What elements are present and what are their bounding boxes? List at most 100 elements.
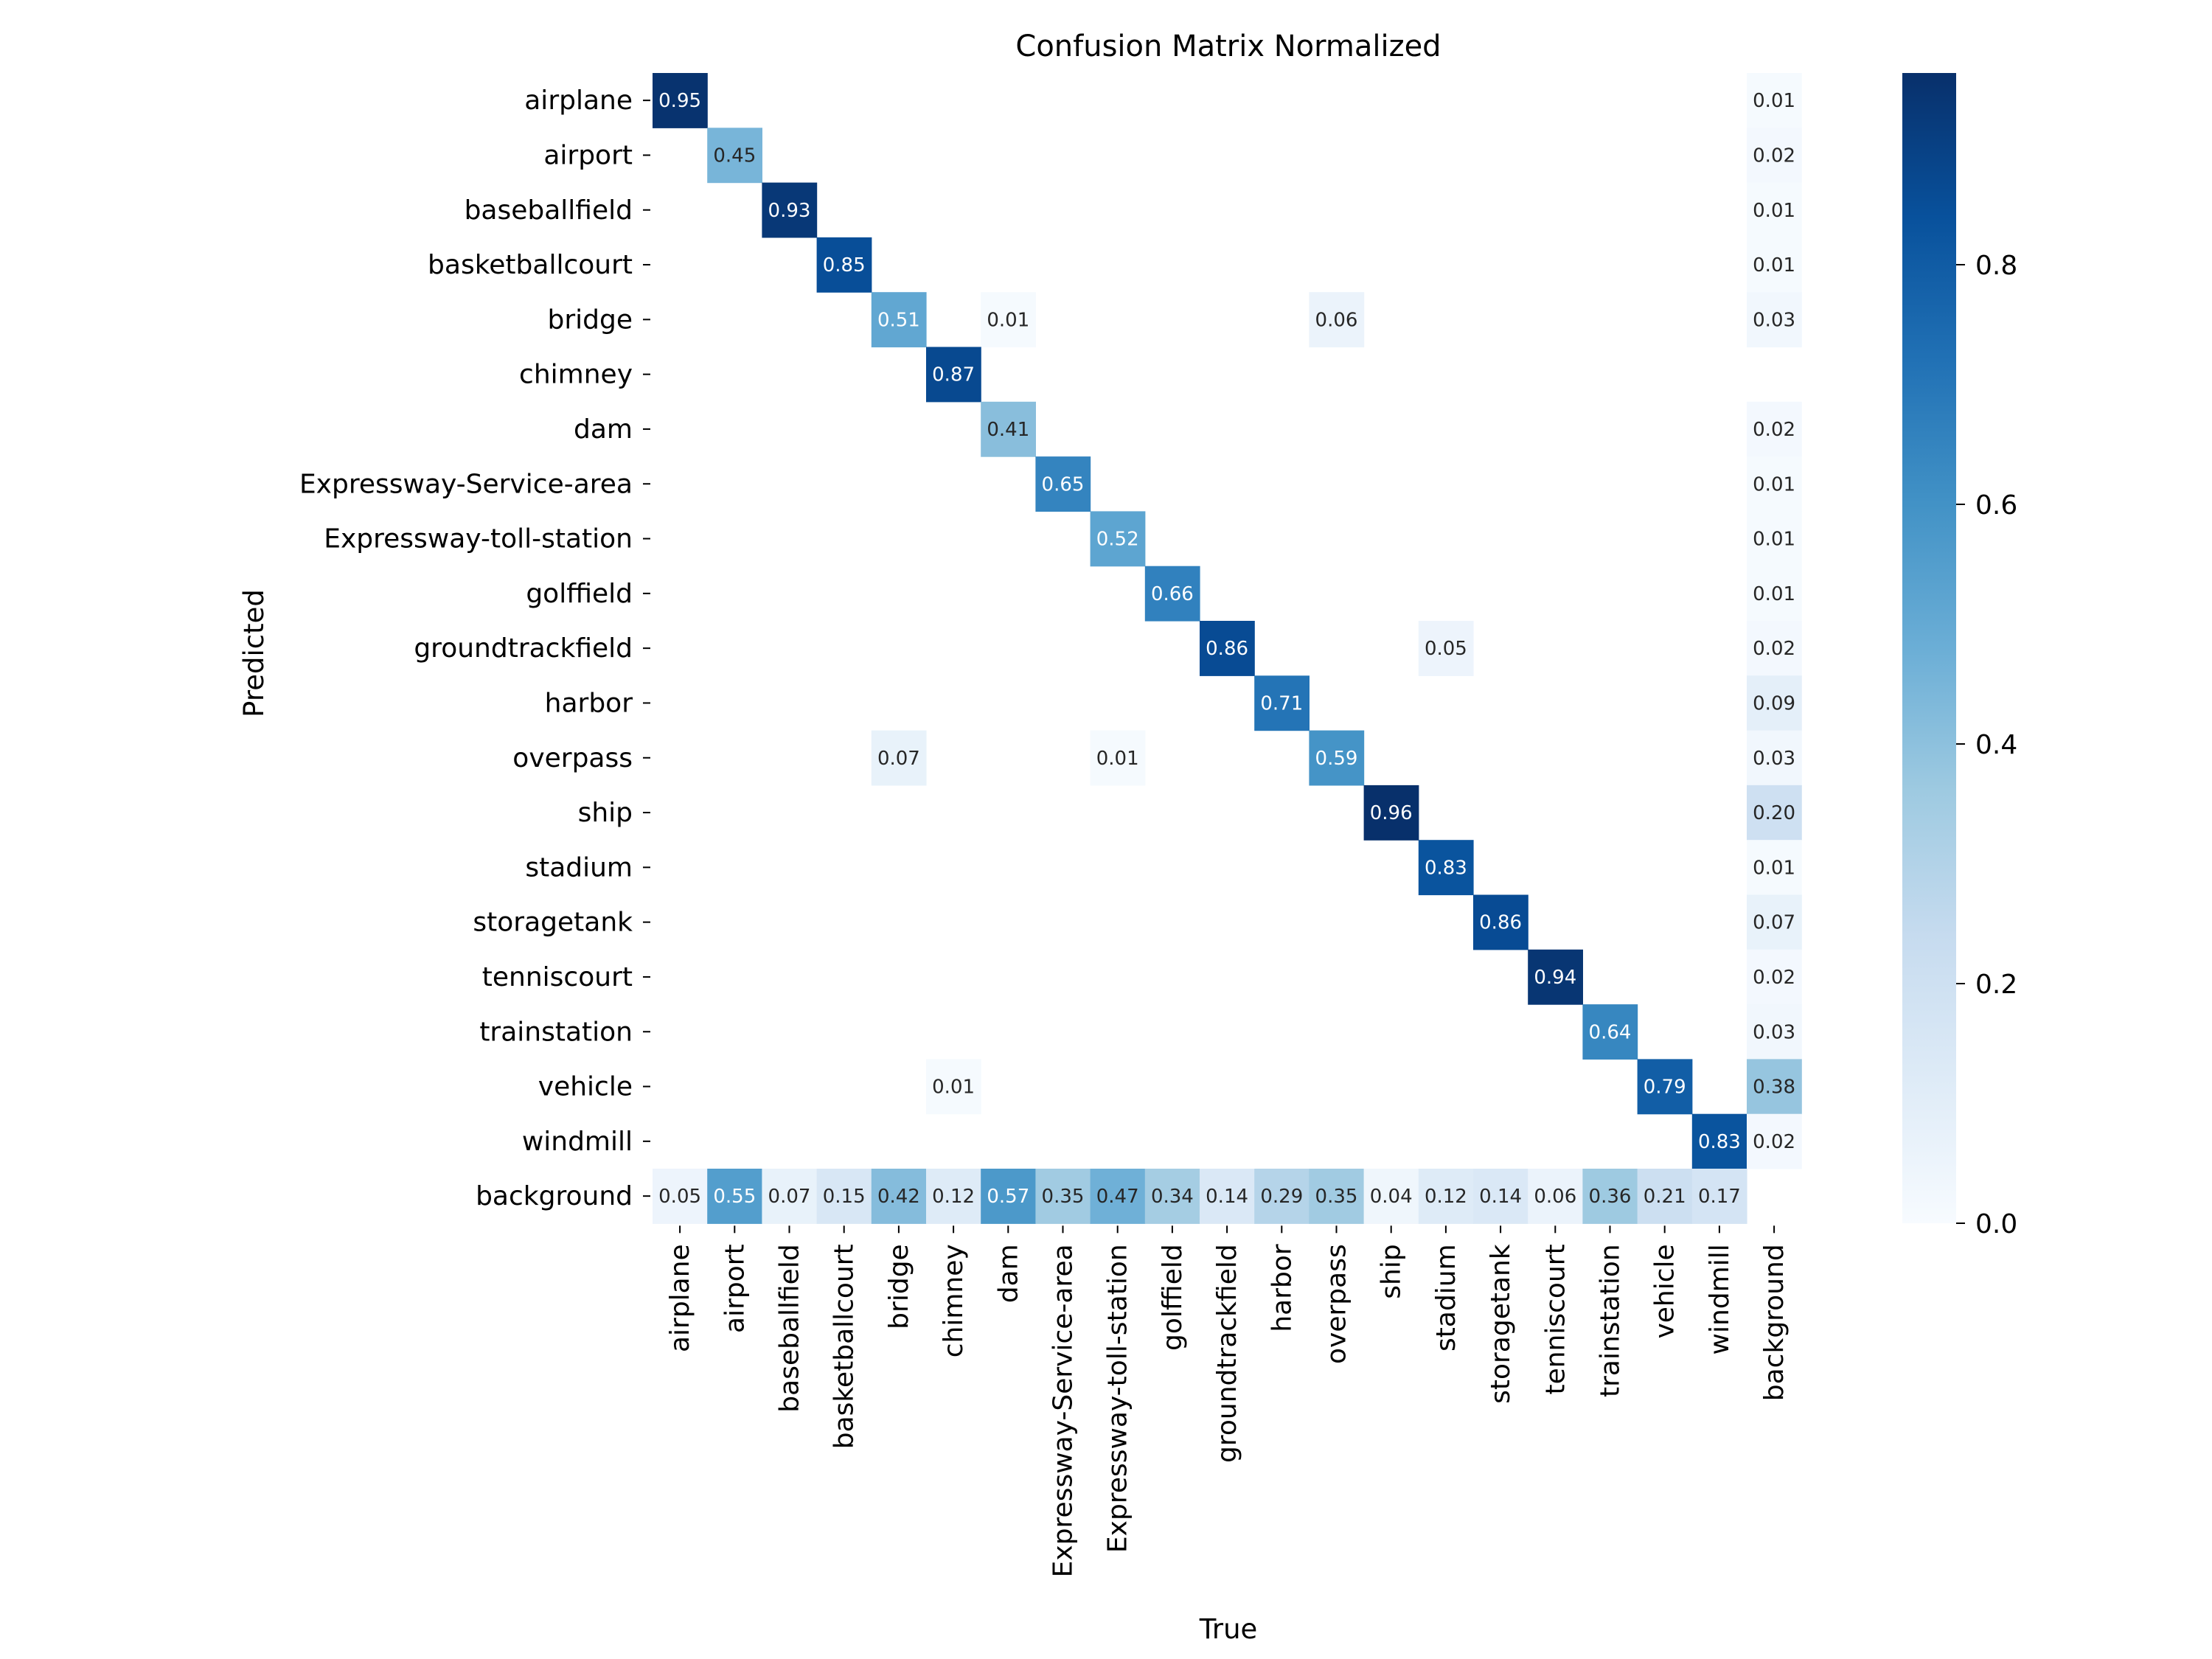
heatmap-cell	[1747, 237, 1802, 293]
heatmap-cell	[762, 1169, 818, 1224]
y-tick-label: storagetank	[473, 908, 633, 938]
y-tick-label: basketballcourt	[428, 250, 633, 280]
cell-value-label: 0.57	[987, 1186, 1029, 1208]
heatmap-cell	[1747, 1004, 1802, 1060]
cell-value-label: 0.03	[1753, 1021, 1795, 1043]
cell-value-label: 0.07	[768, 1186, 811, 1208]
cell-value-label: 0.05	[658, 1186, 701, 1208]
cell-value-label: 0.95	[658, 90, 701, 112]
heatmap-cell	[926, 1169, 981, 1224]
heatmap-cells: 0.95 0.01 0.45 0.02 0.93 0.01 0.85 0.01 0.51 0.01…	[653, 73, 1802, 1224]
heatmap-cell	[1473, 894, 1528, 950]
heatmap-cell	[1418, 621, 1474, 676]
x-axis-label: True	[1199, 1613, 1258, 1645]
heatmap-cell	[1747, 785, 1802, 841]
y-tick-label: airplane	[524, 86, 633, 116]
x-tick-label: overpass	[1322, 1244, 1352, 1364]
heatmap-cell	[1747, 292, 1802, 348]
heatmap-cell	[1090, 1169, 1146, 1224]
heatmap-cell	[1747, 511, 1802, 567]
y-axis-label: Predicted	[238, 589, 270, 717]
heatmap-cell	[981, 292, 1036, 348]
y-tick-label: airport	[543, 140, 633, 170]
cell-value-label: 0.86	[1479, 912, 1522, 934]
cell-value-label: 0.79	[1644, 1077, 1686, 1099]
cell-value-label: 0.65	[1042, 473, 1085, 495]
x-tick-label: baseballfield	[775, 1244, 805, 1412]
heatmap-cell	[1747, 128, 1802, 184]
cell-value-label: 0.01	[1753, 254, 1795, 276]
x-tick-label: groundtrackfield	[1212, 1244, 1242, 1463]
heatmap-cell	[1363, 1169, 1419, 1224]
heatmap-cell	[653, 73, 708, 128]
x-tick-label: tenniscourt	[1540, 1244, 1571, 1394]
heatmap-cell	[1254, 1169, 1310, 1224]
y-tick-label: Expressway-Service-area	[299, 469, 633, 499]
cell-value-label: 0.38	[1753, 1077, 1795, 1099]
heatmap-cell	[1747, 621, 1802, 676]
cell-value-label: 0.36	[1589, 1186, 1632, 1208]
heatmap-cell	[1747, 456, 1802, 512]
heatmap-cell	[1528, 1169, 1583, 1224]
cell-value-label: 0.96	[1370, 802, 1413, 824]
cell-value-label: 0.01	[1753, 473, 1795, 495]
cell-value-label: 0.86	[1206, 638, 1248, 660]
heatmap-cell	[1528, 949, 1583, 1005]
cell-value-label: 0.01	[1753, 200, 1795, 222]
colorbar-ticks: 0.0 0.2 0.4 0.6 0.8	[1956, 251, 2017, 1239]
heatmap-cell	[981, 401, 1036, 457]
y-tick-label: harbor	[545, 688, 633, 718]
heatmap-cell	[926, 347, 981, 403]
cell-value-label: 0.07	[1753, 912, 1795, 934]
y-tick-label: tenniscourt	[482, 962, 633, 992]
cell-value-label: 0.14	[1206, 1186, 1248, 1208]
heatmap-cell	[1144, 1169, 1200, 1224]
cell-value-label: 0.02	[1753, 638, 1795, 660]
colorbar-tick-label: 0.8	[1975, 251, 2017, 281]
y-tick-label: windmill	[522, 1127, 633, 1157]
heatmap-cell	[1691, 1169, 1747, 1224]
x-tick-label: Expressway-Service-area	[1048, 1244, 1079, 1577]
cell-value-label: 0.07	[877, 748, 920, 770]
heatmap-cell	[1637, 1169, 1693, 1224]
cell-value-label: 0.71	[1260, 692, 1303, 714]
heatmap-cell	[1035, 456, 1091, 512]
heatmap-cell	[1747, 894, 1802, 950]
y-tick-label: vehicle	[538, 1072, 633, 1102]
heatmap-cell	[1747, 949, 1802, 1005]
colorbar-tick-label: 0.6	[1975, 490, 2017, 521]
cell-value-label: 0.15	[823, 1186, 866, 1208]
heatmap-cell	[926, 1059, 981, 1115]
x-tick-label: golffield	[1158, 1244, 1188, 1351]
colorbar	[1902, 73, 1956, 1223]
colorbar-tick-label: 0.4	[1975, 730, 2017, 760]
y-tick-label: Expressway-toll-station	[324, 524, 633, 554]
cell-value-label: 0.14	[1479, 1186, 1522, 1208]
cell-value-label: 0.29	[1260, 1186, 1303, 1208]
cell-value-label: 0.02	[1753, 967, 1795, 989]
x-tick-label: basketballcourt	[830, 1244, 860, 1449]
colorbar-tick-label: 0.2	[1975, 970, 2017, 1000]
cell-value-label: 0.02	[1753, 1131, 1795, 1153]
cell-value-label: 0.85	[823, 254, 866, 276]
chart-title: Confusion Matrix Normalized	[1015, 29, 1441, 63]
cell-value-label: 0.05	[1425, 638, 1467, 660]
cell-value-label: 0.01	[1753, 583, 1795, 605]
x-tick-label: windmill	[1705, 1244, 1735, 1354]
cell-value-label: 0.03	[1753, 748, 1795, 770]
cell-value-label: 0.87	[932, 364, 975, 386]
x-tick-labels: airplane airport baseballfield basketballco…	[665, 1225, 1790, 1577]
heatmap-cell	[1747, 730, 1802, 786]
cell-value-label: 0.93	[768, 200, 811, 222]
cell-value-label: 0.09	[1753, 692, 1795, 714]
heatmap-cell	[1747, 1059, 1802, 1115]
x-tick-label: airplane	[665, 1244, 695, 1352]
x-tick-label: vehicle	[1650, 1244, 1680, 1338]
cell-value-label: 0.12	[1425, 1186, 1467, 1208]
heatmap-cell	[1363, 785, 1419, 841]
x-tick-label: stadium	[1431, 1244, 1461, 1352]
heatmap-cell	[1418, 840, 1474, 896]
cell-value-label: 0.04	[1370, 1186, 1413, 1208]
heatmap-cell	[762, 182, 818, 238]
y-tick-label: overpass	[512, 743, 633, 773]
